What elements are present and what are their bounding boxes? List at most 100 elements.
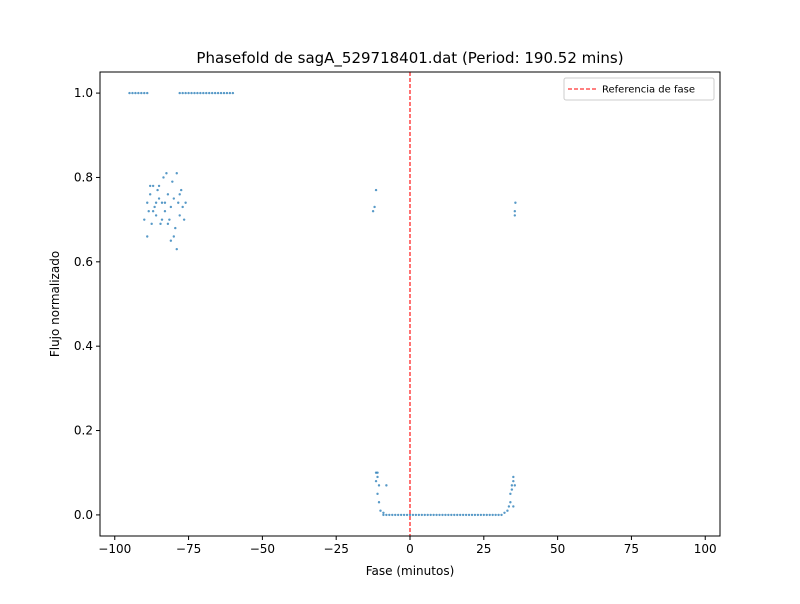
data-point (143, 91, 146, 95)
data-point (408, 513, 412, 517)
data-point (178, 193, 181, 196)
data-point (414, 513, 418, 517)
data-point (178, 214, 181, 217)
data-point (168, 218, 171, 221)
data-point (512, 475, 515, 479)
data-point (199, 91, 202, 95)
data-point (162, 176, 165, 179)
data-point (500, 513, 503, 517)
data-point (382, 511, 385, 514)
data-point (196, 91, 199, 95)
y-tick-label: 1.0 (74, 86, 93, 100)
data-point (181, 91, 184, 95)
data-point (488, 513, 491, 517)
data-point (169, 239, 173, 242)
data-point (225, 91, 229, 95)
data-point (512, 479, 515, 483)
data-point (163, 210, 167, 213)
legend-box (563, 77, 715, 101)
data-point (485, 513, 488, 517)
data-point (458, 513, 462, 517)
data-point (154, 214, 158, 217)
data-point (376, 471, 379, 474)
data-point (494, 513, 497, 517)
data-point (165, 172, 168, 175)
data-point (513, 210, 517, 213)
data-point (137, 91, 140, 95)
data-point (476, 513, 480, 517)
data-point (166, 222, 170, 226)
y-tick-label: 0.8 (74, 170, 93, 184)
data-point (146, 201, 149, 204)
x-axis-ticks: −100 −75 −50 −25 0 25 50 75 100 (98, 536, 717, 556)
x-tick-label: 75 (624, 542, 639, 556)
data-point (441, 513, 444, 517)
data-point (385, 484, 388, 487)
data-point (160, 201, 164, 204)
chart-title: Phasefold de sagA_529718401.dat (Period:… (196, 49, 623, 68)
data-point (140, 91, 143, 95)
x-tick-label: 100 (694, 542, 717, 556)
data-point (175, 172, 178, 175)
data-point (479, 513, 483, 517)
data-point (432, 513, 435, 517)
data-point (156, 188, 159, 192)
data-point (377, 501, 381, 504)
data-point (146, 91, 149, 95)
data-point (134, 91, 137, 95)
data-point (177, 201, 180, 204)
data-point (423, 513, 426, 517)
data-point (157, 197, 161, 200)
data-point (166, 193, 170, 196)
data-point (190, 91, 193, 95)
data-point (184, 201, 187, 204)
data-point (506, 509, 509, 512)
data-point (174, 226, 177, 230)
data-point (374, 479, 378, 483)
data-point (379, 509, 382, 512)
data-point (179, 188, 183, 192)
data-point (154, 201, 158, 204)
data-point (450, 513, 453, 517)
data-point (128, 91, 131, 95)
data-point (376, 492, 379, 496)
data-point (444, 513, 447, 517)
data-point (147, 210, 150, 213)
data-point (172, 197, 176, 200)
data-points-layer (128, 91, 517, 517)
data-point (219, 91, 223, 95)
data-point (181, 205, 184, 209)
data-point (178, 91, 181, 95)
data-point (467, 513, 471, 517)
data-point (231, 91, 235, 95)
data-point (160, 218, 164, 221)
data-point (148, 193, 152, 196)
data-point (187, 91, 190, 95)
data-point (172, 235, 176, 238)
data-point (426, 513, 429, 517)
data-point (473, 513, 477, 517)
data-point (461, 513, 465, 517)
data-point (376, 475, 379, 479)
data-point (388, 513, 391, 517)
data-point (216, 91, 220, 95)
data-point (438, 513, 441, 517)
data-point (503, 511, 506, 514)
data-point (399, 513, 403, 517)
x-tick-label: 0 (406, 542, 414, 556)
x-axis-label: Fase (minutos) (366, 564, 455, 578)
y-tick-label: 0.4 (74, 339, 93, 353)
data-point (429, 513, 432, 517)
data-point (213, 91, 217, 95)
data-point (509, 501, 512, 504)
data-point (193, 91, 196, 95)
data-point (175, 247, 178, 251)
data-point (513, 214, 517, 217)
data-point (402, 513, 406, 517)
data-point (153, 205, 156, 209)
data-point (497, 513, 500, 517)
data-point (411, 513, 415, 517)
data-point (417, 513, 421, 517)
